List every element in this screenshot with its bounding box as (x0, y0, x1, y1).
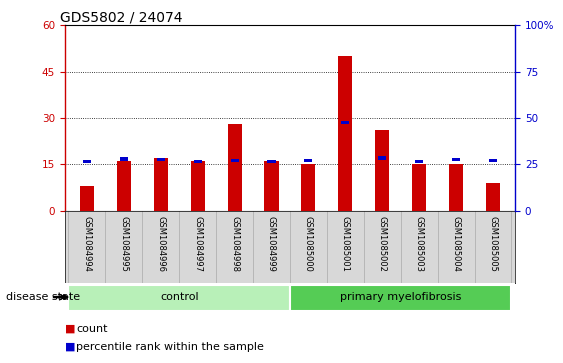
Bar (489, 159, 497, 162)
Bar (415, 160, 423, 163)
Bar (120, 157, 128, 160)
Bar (290, 285, 511, 311)
Text: ■: ■ (65, 323, 75, 334)
Bar (227, 124, 242, 211)
Bar (69, 285, 290, 311)
Text: GSM1084997: GSM1084997 (193, 216, 202, 272)
Bar (375, 130, 389, 211)
Bar (157, 158, 165, 162)
Bar (449, 164, 463, 211)
Bar (265, 161, 279, 211)
Text: GSM1085002: GSM1085002 (378, 216, 387, 272)
Bar (338, 56, 352, 211)
Text: disease state: disease state (6, 292, 80, 302)
Bar (80, 186, 94, 211)
Bar (267, 160, 275, 163)
Bar (301, 164, 315, 211)
Text: percentile rank within the sample: percentile rank within the sample (76, 342, 264, 352)
Text: GSM1085005: GSM1085005 (489, 216, 498, 272)
Bar (230, 159, 239, 162)
Text: GSM1085001: GSM1085001 (341, 216, 350, 272)
Text: GSM1085000: GSM1085000 (304, 216, 313, 272)
Bar (486, 183, 500, 211)
Text: GSM1084996: GSM1084996 (156, 216, 165, 272)
Text: control: control (160, 292, 199, 302)
Text: GSM1084994: GSM1084994 (82, 216, 91, 272)
Text: ■: ■ (65, 342, 75, 352)
Bar (191, 161, 205, 211)
Text: GSM1084999: GSM1084999 (267, 216, 276, 272)
Text: count: count (76, 323, 108, 334)
Bar (341, 121, 350, 125)
Bar (154, 158, 168, 211)
Text: GSM1085004: GSM1085004 (452, 216, 461, 272)
Bar (378, 156, 386, 160)
Bar (452, 158, 460, 162)
Bar (412, 164, 426, 211)
Text: GSM1084995: GSM1084995 (119, 216, 128, 272)
Text: primary myelofibrosis: primary myelofibrosis (340, 292, 462, 302)
Text: GSM1084998: GSM1084998 (230, 216, 239, 272)
Bar (305, 159, 312, 162)
Bar (83, 160, 91, 163)
Bar (117, 161, 131, 211)
Text: GSM1085003: GSM1085003 (415, 216, 424, 272)
Text: GDS5802 / 24074: GDS5802 / 24074 (60, 10, 183, 24)
Bar (194, 160, 202, 163)
